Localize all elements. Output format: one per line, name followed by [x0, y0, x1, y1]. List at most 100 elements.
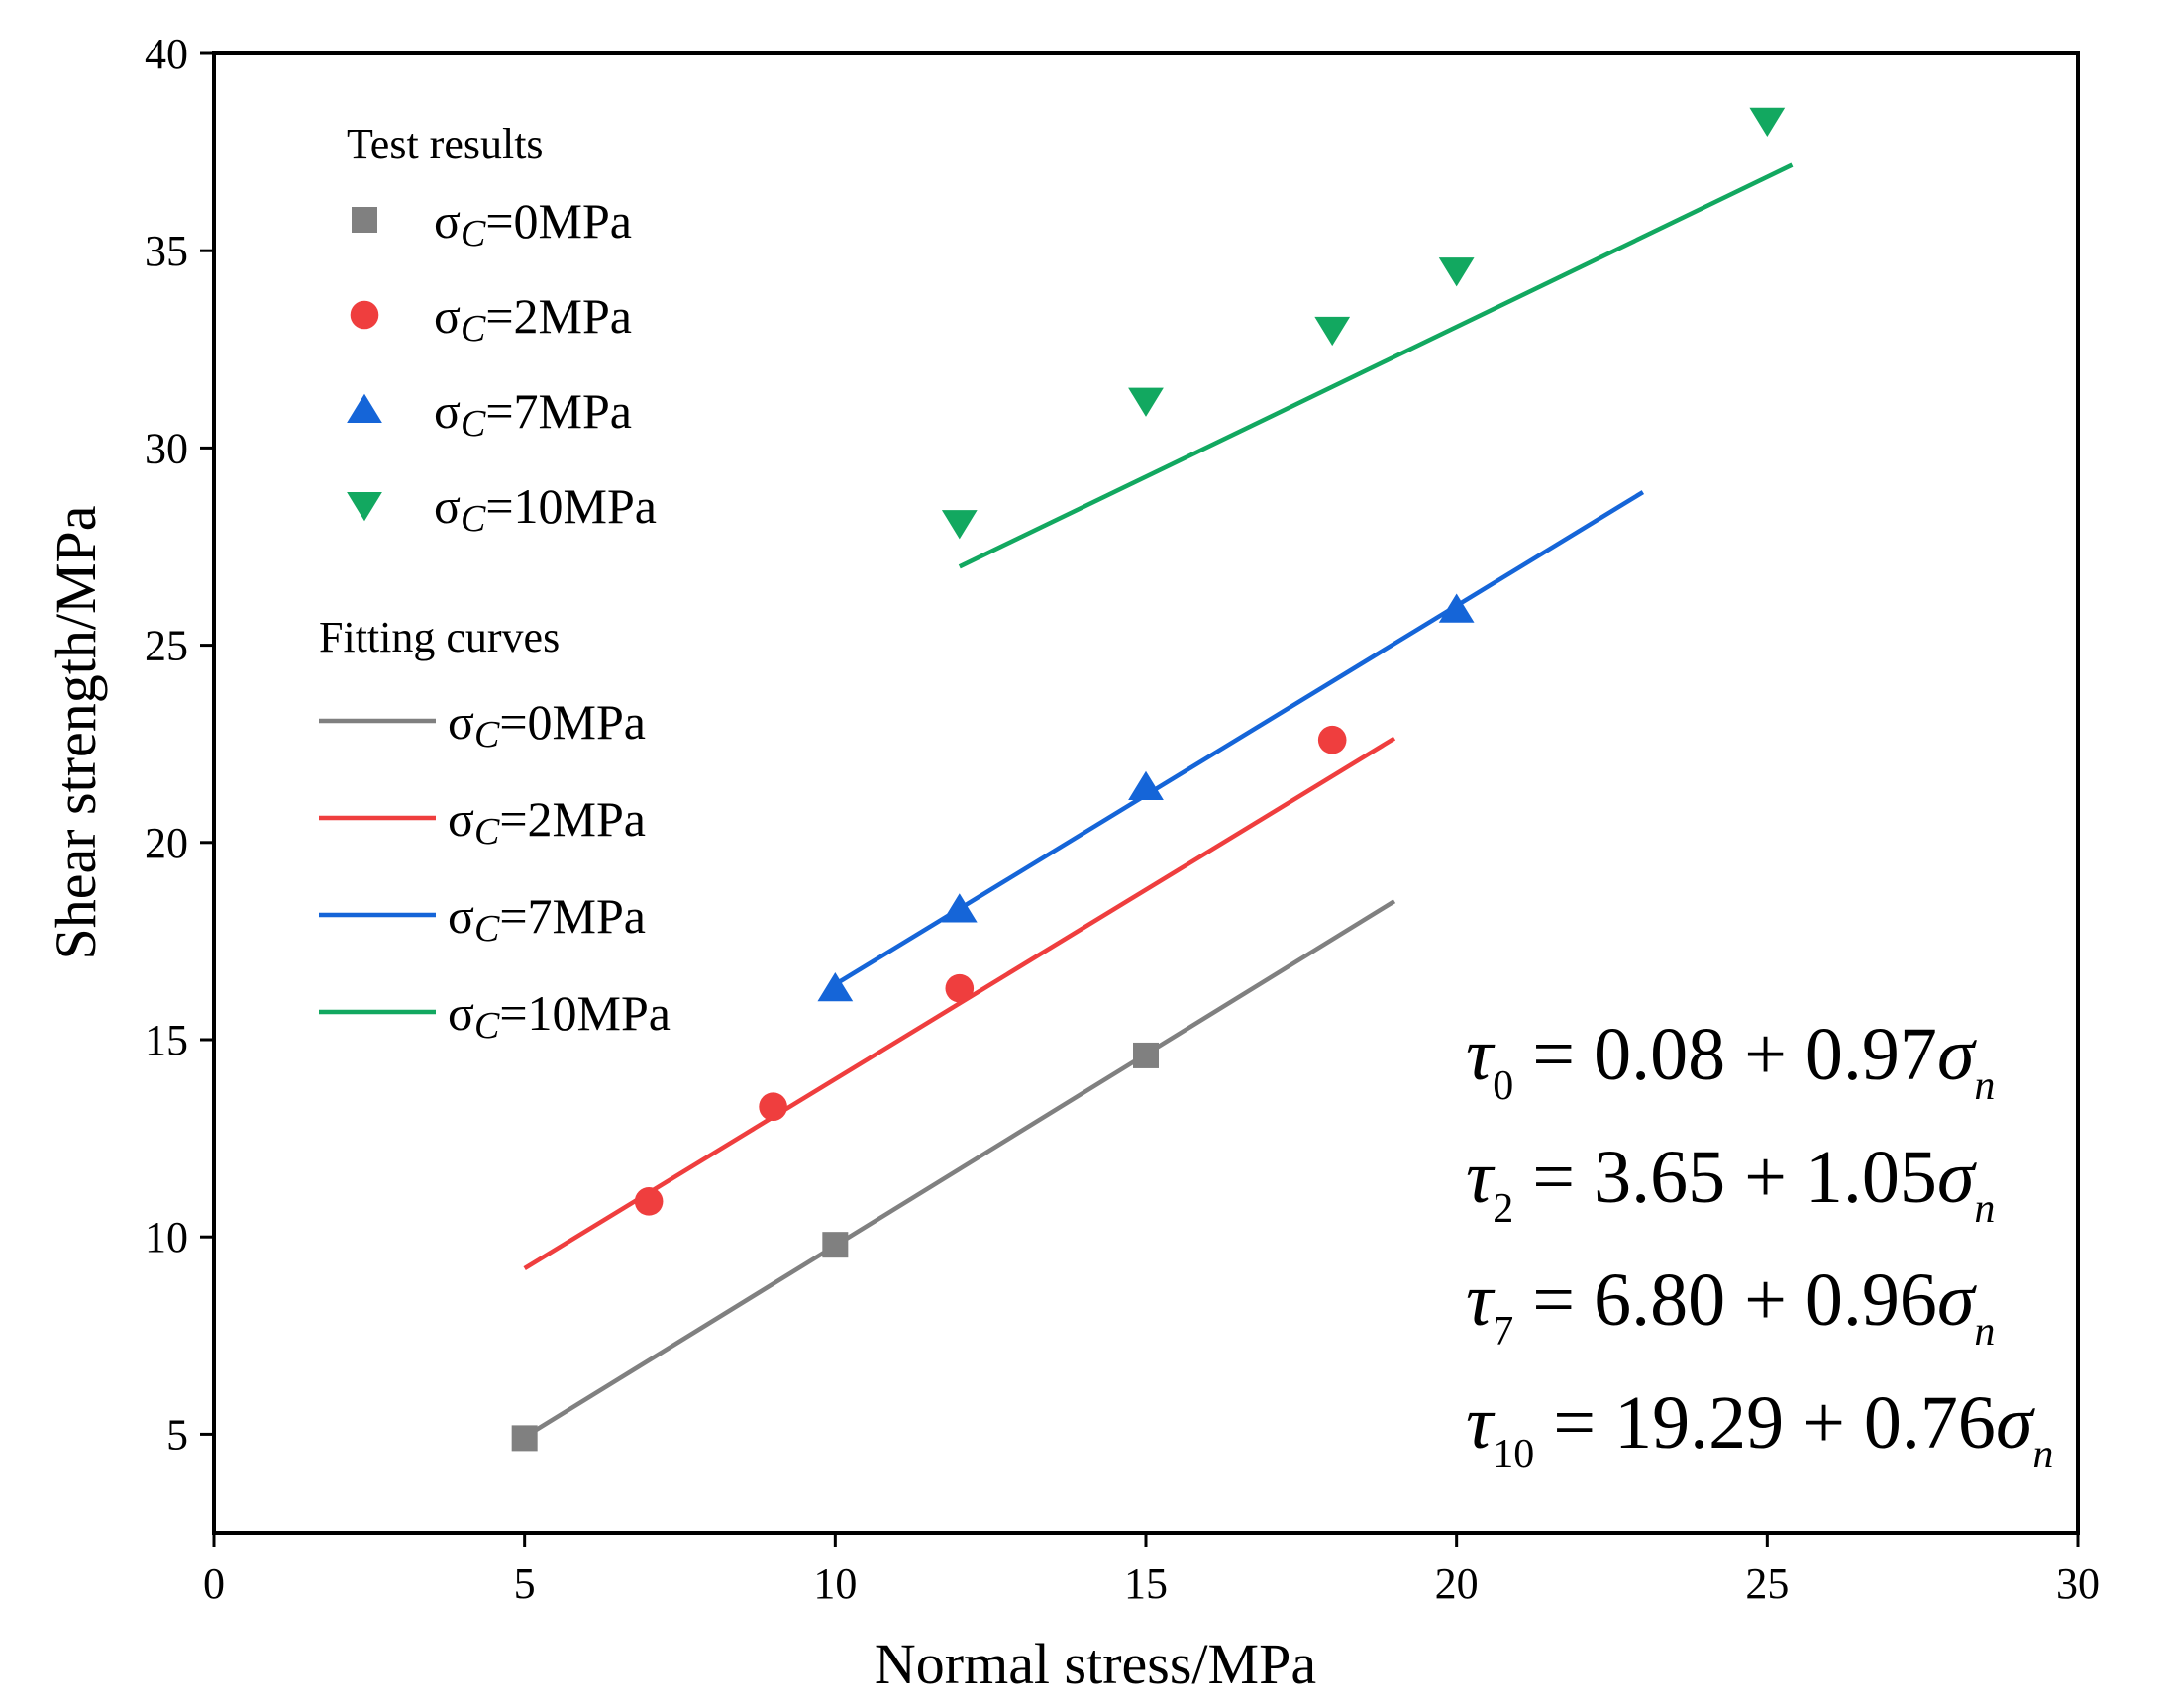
legend-fit-label-3: σC=10MPa — [448, 985, 671, 1047]
y-tick-label-3: 20 — [145, 819, 188, 867]
point-s0-2 — [1133, 1042, 1159, 1068]
legend-test-sigma-3: σ — [434, 478, 461, 534]
legend-fit-sigma-3: σ — [448, 985, 474, 1041]
equation-tau-3: τ — [1466, 1381, 1496, 1464]
fit-line-0 — [523, 899, 1396, 1440]
point-s1-1 — [759, 1092, 787, 1122]
y-tick-label-4: 25 — [145, 622, 188, 670]
equation-tau-sub-3: 10 — [1493, 1432, 1534, 1477]
legend-fit-heading: Fitting curves — [319, 613, 560, 661]
equation-2: τ7 = 6.80 + 0.96σn — [1466, 1258, 1995, 1355]
fit-lines — [523, 162, 1794, 1440]
legend-fit-label-1: σC=2MPa — [448, 791, 646, 853]
equation-sigma-sub-0: n — [1974, 1063, 1995, 1109]
x-axis-title: Normal stress/MPa — [875, 1632, 1316, 1696]
point-s1-2 — [945, 973, 975, 1003]
point-s2-1 — [941, 893, 978, 923]
legend-test-sigma-1: σ — [434, 288, 461, 344]
legend-test-sub-2: C — [461, 403, 486, 445]
legend-fit-value-2: =7MPa — [499, 888, 646, 944]
x-tick-label-0: 0 — [203, 1559, 225, 1608]
point-s3-0 — [941, 510, 978, 540]
equation-body-2: = 6.80 + 0.96 — [1513, 1258, 1937, 1342]
legend-test-heading: Test results — [347, 120, 544, 168]
legend-test-sigma-2: σ — [434, 383, 461, 439]
legend-fit-sub-1: C — [474, 811, 500, 853]
y-tick-label-5: 30 — [145, 424, 188, 472]
fit-line-3 — [958, 162, 1794, 569]
point-s0-1 — [822, 1232, 849, 1258]
legend-test-value-0: =0MPa — [485, 193, 632, 249]
x-tick-label-1: 5 — [514, 1559, 536, 1608]
equation-tau-2: τ — [1466, 1258, 1496, 1342]
legend-test-value-3: =10MPa — [485, 478, 657, 534]
fit-line-2 — [834, 490, 1645, 987]
legend-fit-sub-2: C — [474, 908, 500, 950]
legend-test-marker-3 — [347, 492, 382, 522]
legend-test-label-2: σC=7MPa — [434, 383, 632, 445]
legend-test-marker-2 — [347, 393, 382, 423]
legend-fit-value-0: =0MPa — [499, 694, 646, 750]
fit-line-1 — [523, 736, 1396, 1270]
legend-fit-label-2: σC=7MPa — [448, 888, 646, 950]
legend-fit-sigma-2: σ — [448, 888, 474, 944]
equation-sigma-sub-1: n — [1974, 1186, 1995, 1232]
point-s1-0 — [634, 1187, 664, 1216]
legend-fit-value-1: =2MPa — [499, 791, 646, 847]
legend-fit-sigma-0: σ — [448, 694, 474, 750]
equation-tau-sub-2: 7 — [1493, 1309, 1513, 1355]
y-tick-label-6: 35 — [145, 227, 188, 275]
data-points — [511, 107, 1786, 1452]
equation-sigma-2: σ — [1937, 1258, 1977, 1342]
equation-body-0: = 0.08 + 0.97 — [1513, 1013, 1937, 1096]
legend-fit-sub-0: C — [474, 714, 500, 755]
equation-sigma-sub-3: n — [2032, 1432, 2053, 1477]
point-s3-1 — [1128, 387, 1164, 417]
x-tick-label-3: 15 — [1124, 1559, 1168, 1608]
equation-sigma-1: σ — [1937, 1136, 1977, 1219]
y-tick-label-7: 40 — [145, 30, 188, 78]
point-s2-2 — [1128, 770, 1164, 801]
legend-test-label-1: σC=2MPa — [434, 288, 632, 350]
y-axis-title: Shear strength/MPa — [44, 505, 108, 959]
equation-sigma-sub-2: n — [1974, 1309, 1995, 1355]
point-s3-4 — [1749, 107, 1786, 137]
point-s3-2 — [1314, 316, 1351, 347]
legend-test-value-2: =7MPa — [485, 383, 632, 439]
legend-test-marker-1 — [350, 300, 379, 330]
y-tick-label-0: 5 — [166, 1410, 188, 1458]
legend-test-sub-1: C — [461, 308, 486, 350]
equation-tau-0: τ — [1466, 1013, 1496, 1096]
point-s2-3 — [1438, 593, 1475, 623]
legend-test-sigma-0: σ — [434, 193, 461, 249]
y-tick-label-2: 15 — [145, 1016, 188, 1064]
legend-fit-sigma-1: σ — [448, 791, 474, 847]
legend-test-sub-3: C — [461, 498, 486, 540]
x-tick-label-4: 20 — [1435, 1559, 1479, 1608]
legend-fit-label-0: σC=0MPa — [448, 694, 646, 755]
equation-0: τ0 = 0.08 + 0.97σn — [1466, 1013, 1995, 1109]
x-tick-label-2: 10 — [813, 1559, 857, 1608]
legend-fit-value-3: =10MPa — [499, 985, 671, 1041]
legend-test-label-0: σC=0MPa — [434, 193, 632, 254]
legend-test-marker-0 — [352, 207, 377, 233]
equation-sigma-3: σ — [1996, 1381, 2035, 1464]
equation-3: τ10 = 19.29 + 0.76σn — [1466, 1381, 2053, 1477]
x-tick-label-5: 25 — [1745, 1559, 1789, 1608]
equation-body-3: = 19.29 + 0.76 — [1534, 1381, 1996, 1464]
equation-body-1: = 3.65 + 1.05 — [1513, 1136, 1937, 1219]
point-s0-0 — [511, 1425, 538, 1452]
point-s1-3 — [1317, 725, 1347, 754]
point-s2-0 — [817, 971, 854, 1002]
equation-tau-sub-0: 0 — [1493, 1063, 1513, 1109]
equation-tau-sub-1: 2 — [1493, 1186, 1513, 1232]
equation-1: τ2 = 3.65 + 1.05σn — [1466, 1136, 1995, 1232]
legend-test-value-1: =2MPa — [485, 288, 632, 344]
legend-fit-sub-3: C — [474, 1005, 500, 1047]
point-s3-3 — [1438, 257, 1475, 287]
